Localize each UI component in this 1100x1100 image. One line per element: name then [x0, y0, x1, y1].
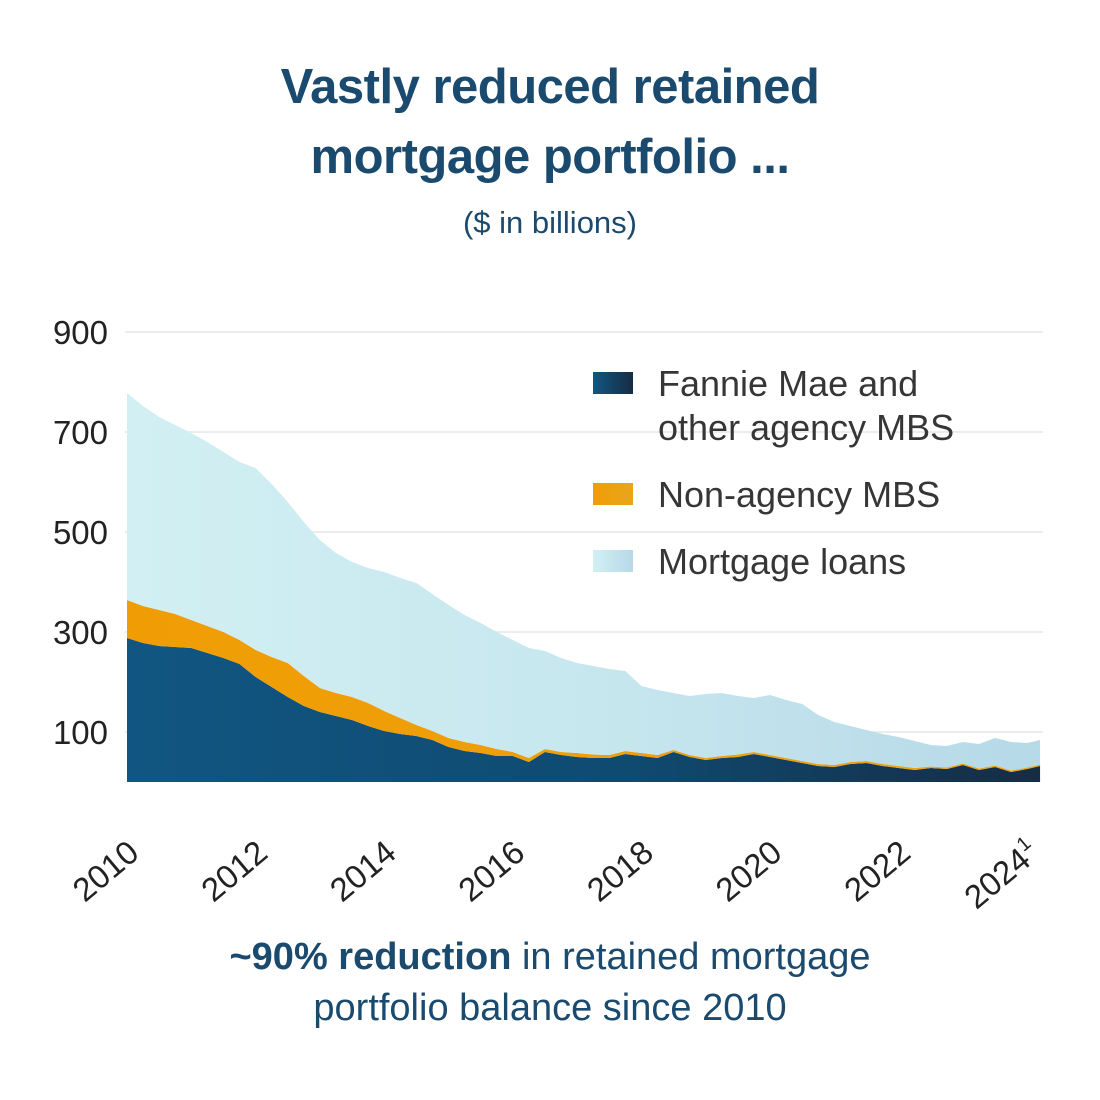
svg-text:2022: 2022 — [837, 833, 917, 909]
svg-text:100: 100 — [53, 714, 108, 751]
svg-text:20241: 20241 — [957, 832, 1046, 915]
non-agency-mbs-swatch-icon — [593, 483, 633, 505]
legend-label-line: other agency MBS — [658, 407, 955, 448]
fannie-mae-agency-mbs-swatch-icon — [593, 372, 633, 394]
svg-text:500: 500 — [53, 514, 108, 551]
page-title-line-2: mortgage portfolio ... — [310, 130, 790, 184]
caption-line2: portfolio balance since 2010 — [313, 987, 787, 1029]
caption-line1-rest: in retained mortgage — [511, 936, 871, 978]
chart-legend: Fannie Mae and other agency MBS Non-agen… — [593, 362, 1013, 584]
svg-text:2012: 2012 — [194, 833, 274, 909]
legend-label: Non-agency MBS — [658, 474, 941, 515]
svg-text:2014: 2014 — [323, 833, 403, 909]
svg-text:2018: 2018 — [580, 833, 660, 909]
svg-text:900: 900 — [53, 314, 108, 351]
svg-text:300: 300 — [53, 614, 108, 651]
svg-text:2010: 2010 — [65, 833, 145, 909]
legend-label-line: Fannie Mae and — [658, 363, 919, 404]
page-title-line-1: Vastly reduced retained — [280, 60, 820, 114]
legend-item-non-agency-mbs: Non-agency MBS — [593, 473, 1013, 517]
chart-subtitle: ($ in billions) — [462, 205, 637, 240]
caption-bold-stat: ~90% reduction — [229, 936, 512, 978]
mortgage-loans-swatch-icon — [593, 550, 633, 572]
svg-text:700: 700 — [53, 414, 108, 451]
caption: ~90% reduction in retained mortgage port… — [0, 932, 1100, 1034]
svg-text:2016: 2016 — [451, 833, 531, 909]
legend-item-fannie-mae-agency-mbs: Fannie Mae and other agency MBS — [593, 362, 1013, 450]
page-title: Vastly reduced retained mortgage portfol… — [0, 52, 1100, 192]
legend-label: Fannie Mae and other agency MBS — [658, 362, 954, 450]
legend-item-mortgage-loans: Mortgage loans — [593, 540, 1013, 584]
svg-text:2020: 2020 — [708, 833, 788, 909]
legend-label: Mortgage loans — [658, 541, 907, 582]
